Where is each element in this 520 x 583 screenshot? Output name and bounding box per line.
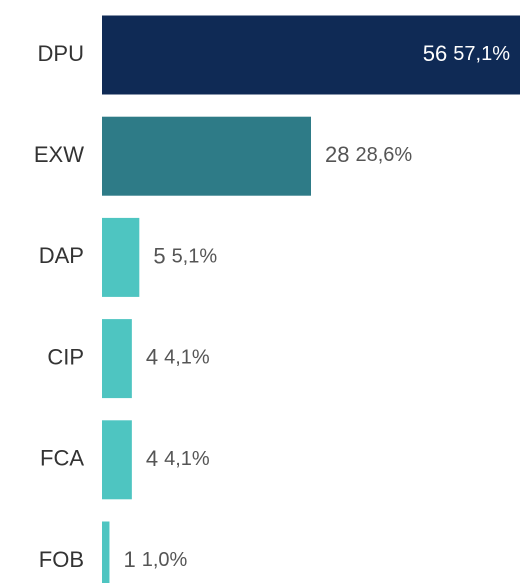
value-share: 28,6% xyxy=(355,144,412,166)
bar xyxy=(102,420,132,500)
category-label: CIP xyxy=(47,344,84,369)
category-label: DPU xyxy=(38,41,84,66)
value-share: 1,0% xyxy=(142,549,188,571)
bar xyxy=(102,521,110,583)
value-number: 1 xyxy=(123,547,135,572)
value-share: 5,1% xyxy=(172,246,218,268)
value-share: 4,1% xyxy=(164,347,210,369)
value-label: 4 4,1% xyxy=(146,446,210,471)
bar xyxy=(102,319,132,399)
category-label: FOB xyxy=(39,547,84,572)
value-label: 56 57,1% xyxy=(423,41,510,66)
category-label: DAP xyxy=(39,243,84,268)
value-label: 28 28,6% xyxy=(325,142,412,167)
category-label: FCA xyxy=(40,446,84,471)
value-number: 28 xyxy=(325,142,349,167)
bar xyxy=(102,217,140,297)
value-number: 5 xyxy=(153,243,165,268)
value-label: 4 4,1% xyxy=(146,344,210,369)
bar xyxy=(102,116,311,196)
value-label: 5 5,1% xyxy=(153,243,217,268)
value-share: 4,1% xyxy=(164,448,210,470)
bar xyxy=(102,15,520,95)
value-number: 4 xyxy=(146,344,158,369)
value-share: 57,1% xyxy=(453,43,510,65)
value-number: 56 xyxy=(423,41,447,66)
value-number: 4 xyxy=(146,446,158,471)
category-label: EXW xyxy=(34,142,84,167)
value-label: 1 1,0% xyxy=(123,547,187,572)
